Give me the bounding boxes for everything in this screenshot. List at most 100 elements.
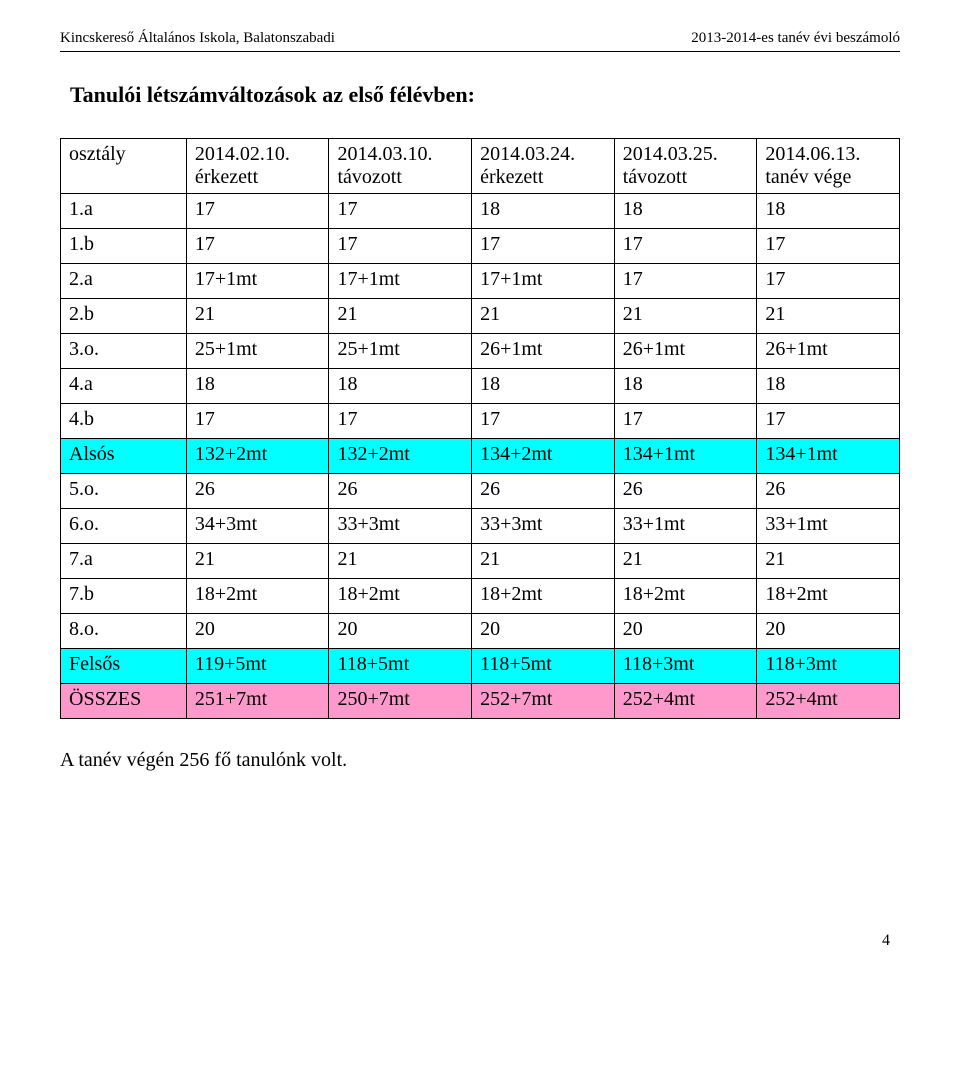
- table-cell: 8.o.: [61, 614, 187, 649]
- table-header-row: osztály 2014.02.10. érkezett 2014.03.10.…: [61, 139, 900, 194]
- table-cell: 17: [472, 404, 615, 439]
- table-cell: 26: [472, 474, 615, 509]
- table-header-cell: 2014.06.13. tanév vége: [757, 139, 900, 194]
- table-cell: 20: [186, 614, 329, 649]
- table-cell: 18: [614, 369, 757, 404]
- table-cell: 21: [757, 544, 900, 579]
- table-row: 7.b18+2mt18+2mt18+2mt18+2mt18+2mt: [61, 579, 900, 614]
- table-cell: 18+2mt: [329, 579, 472, 614]
- table-cell: 17: [614, 229, 757, 264]
- table-cell: ÖSSZES: [61, 684, 187, 719]
- table-cell: 17: [329, 229, 472, 264]
- table-cell: 18+2mt: [757, 579, 900, 614]
- table-cell: 7.a: [61, 544, 187, 579]
- table-cell: 17: [472, 229, 615, 264]
- table-cell: 252+4mt: [614, 684, 757, 719]
- table-cell: 1.b: [61, 229, 187, 264]
- table-header-cell: 2014.03.25. távozott: [614, 139, 757, 194]
- table-header-cell: 2014.03.10. távozott: [329, 139, 472, 194]
- table-cell: 21: [757, 299, 900, 334]
- table-cell: 18: [472, 194, 615, 229]
- table-cell: 132+2mt: [329, 439, 472, 474]
- table-cell: Felsős: [61, 649, 187, 684]
- table-row: 5.o.2626262626: [61, 474, 900, 509]
- table-cell: 6.o.: [61, 509, 187, 544]
- table-cell: 5.o.: [61, 474, 187, 509]
- table-cell: 250+7mt: [329, 684, 472, 719]
- table-cell: 26: [186, 474, 329, 509]
- header-right: 2013-2014-es tanév évi beszámoló: [691, 30, 900, 47]
- table-cell: 26: [614, 474, 757, 509]
- table-cell: 18: [472, 369, 615, 404]
- table-cell: 33+3mt: [472, 509, 615, 544]
- table-cell: 3.o.: [61, 334, 187, 369]
- table-cell: 26: [757, 474, 900, 509]
- table-cell: 26+1mt: [472, 334, 615, 369]
- table-cell: 18: [614, 194, 757, 229]
- table-row: Felsős119+5mt118+5mt118+5mt118+3mt118+3m…: [61, 649, 900, 684]
- table-cell: 132+2mt: [186, 439, 329, 474]
- table-cell: 7.b: [61, 579, 187, 614]
- table-row: 1.b1717171717: [61, 229, 900, 264]
- page-title: Tanulói létszámváltozások az első félévb…: [70, 82, 900, 108]
- table-cell: 1.a: [61, 194, 187, 229]
- table-cell: 33+1mt: [614, 509, 757, 544]
- table-cell: 17: [614, 264, 757, 299]
- table-cell: 251+7mt: [186, 684, 329, 719]
- table-cell: 118+3mt: [757, 649, 900, 684]
- table-cell: 21: [186, 299, 329, 334]
- table-header-cell: 2014.02.10. érkezett: [186, 139, 329, 194]
- table-cell: 17+1mt: [472, 264, 615, 299]
- table-row: 7.a2121212121: [61, 544, 900, 579]
- table-row: 2.b2121212121: [61, 299, 900, 334]
- enrollment-table: osztály 2014.02.10. érkezett 2014.03.10.…: [60, 138, 900, 719]
- table-cell: 252+7mt: [472, 684, 615, 719]
- table-cell: 21: [472, 544, 615, 579]
- table-row: 2.a17+1mt17+1mt17+1mt1717: [61, 264, 900, 299]
- table-cell: 21: [614, 299, 757, 334]
- running-header: Kincskereső Általános Iskola, Balatonsza…: [60, 30, 900, 47]
- table-cell: 21: [329, 544, 472, 579]
- table-cell: 34+3mt: [186, 509, 329, 544]
- table-cell: 21: [329, 299, 472, 334]
- table-cell: 17: [186, 194, 329, 229]
- table-cell: 119+5mt: [186, 649, 329, 684]
- table-cell: 18+2mt: [472, 579, 615, 614]
- table-cell: 18: [186, 369, 329, 404]
- footnote: A tanév végén 256 fő tanulónk volt.: [60, 749, 900, 772]
- table-cell: 18+2mt: [614, 579, 757, 614]
- table-cell: 17: [329, 404, 472, 439]
- table-cell: 25+1mt: [329, 334, 472, 369]
- table-cell: 252+4mt: [757, 684, 900, 719]
- table-cell: 17: [186, 404, 329, 439]
- table-cell: 134+1mt: [757, 439, 900, 474]
- table-row: 4.a1818181818: [61, 369, 900, 404]
- table-cell: 17: [757, 229, 900, 264]
- table-cell: 18: [757, 194, 900, 229]
- table-cell: 33+3mt: [329, 509, 472, 544]
- table-cell: 25+1mt: [186, 334, 329, 369]
- table-cell: 26: [329, 474, 472, 509]
- table-row: 6.o.34+3mt33+3mt33+3mt33+1mt33+1mt: [61, 509, 900, 544]
- table-cell: 4.a: [61, 369, 187, 404]
- table-cell: 118+5mt: [472, 649, 615, 684]
- table-body: 1.a17171818181.b17171717172.a17+1mt17+1m…: [61, 194, 900, 719]
- table-row: ÖSSZES251+7mt250+7mt252+7mt252+4mt252+4m…: [61, 684, 900, 719]
- table-cell: 26+1mt: [614, 334, 757, 369]
- table-cell: 2.b: [61, 299, 187, 334]
- table-cell: 20: [614, 614, 757, 649]
- table-cell: 18: [757, 369, 900, 404]
- table-cell: 17: [329, 194, 472, 229]
- table-cell: 17+1mt: [329, 264, 472, 299]
- table-row: 1.a1717181818: [61, 194, 900, 229]
- table-cell: 17: [614, 404, 757, 439]
- page-number: 4: [60, 932, 900, 950]
- table-cell: 2.a: [61, 264, 187, 299]
- table-cell: 26+1mt: [757, 334, 900, 369]
- table-header-cell: osztály: [61, 139, 187, 194]
- table-cell: 17: [757, 264, 900, 299]
- table-cell: 20: [329, 614, 472, 649]
- table-cell: 118+5mt: [329, 649, 472, 684]
- table-cell: 17+1mt: [186, 264, 329, 299]
- table-cell: 21: [472, 299, 615, 334]
